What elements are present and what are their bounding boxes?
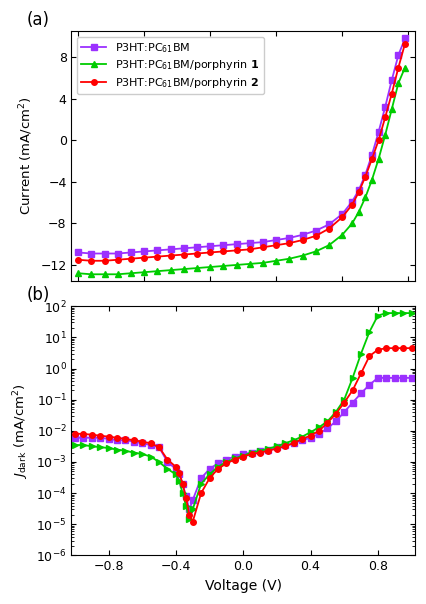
- X-axis label: Voltage (V): Voltage (V): [204, 579, 282, 593]
- Y-axis label: $J_{\mathrm{dark}}$ (mA/cm$^2$): $J_{\mathrm{dark}}$ (mA/cm$^2$): [11, 383, 31, 478]
- Legend: P3HT:PC$_{61}$BM, P3HT:PC$_{61}$BM/porphyrin $\mathbf{1}$, P3HT:PC$_{61}$BM/porp: P3HT:PC$_{61}$BM, P3HT:PC$_{61}$BM/porph…: [77, 37, 264, 94]
- Y-axis label: Current (mA/cm$^2$): Current (mA/cm$^2$): [17, 97, 35, 215]
- Text: (a): (a): [27, 11, 50, 29]
- Text: (b): (b): [27, 286, 50, 304]
